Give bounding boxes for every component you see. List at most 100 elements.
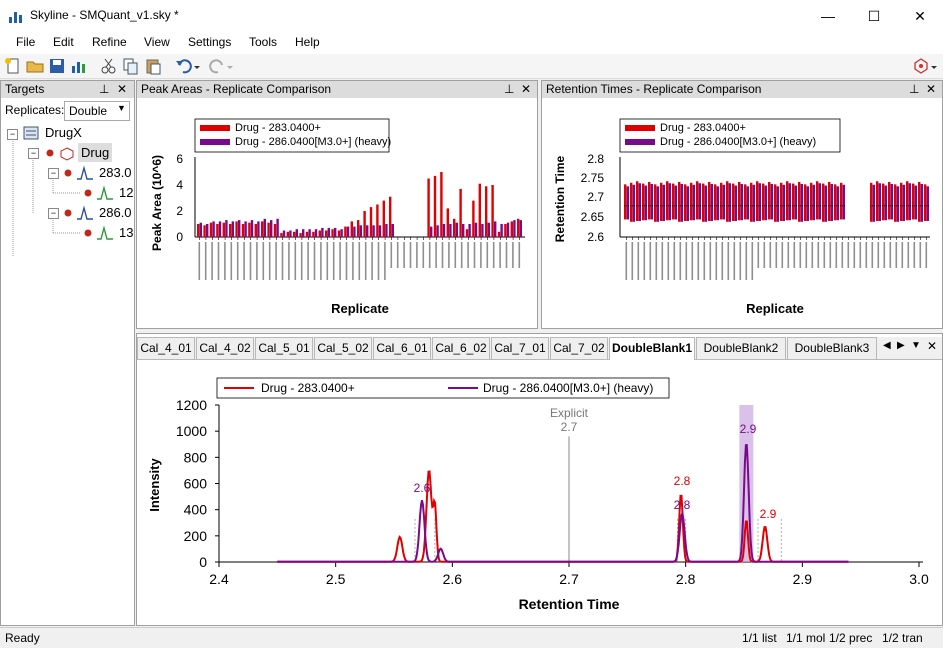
tab-cal-4-01[interactable]: Cal_4_01 [137, 337, 195, 359]
toolbar-dropdown-icon[interactable] [930, 57, 940, 75]
close-icon[interactable]: ✕ [926, 82, 937, 96]
pin-icon[interactable]: ⊥ [504, 82, 515, 96]
undo-icon[interactable] [175, 57, 193, 75]
open-folder-icon[interactable] [26, 57, 44, 75]
menu-settings[interactable]: Settings [188, 35, 232, 49]
menu-tools[interactable]: Tools [249, 35, 278, 49]
bar-heavy [385, 224, 388, 237]
bar-light [273, 224, 277, 237]
bar-light [690, 182, 693, 221]
tab-cal-5-01[interactable]: Cal_5_01 [255, 337, 313, 359]
replicate-tick-label [480, 242, 482, 268]
molecule-structure-icon[interactable] [912, 57, 930, 75]
tree-item-molecule[interactable]: Drug [78, 143, 113, 162]
collapse-toggle[interactable]: − [48, 208, 59, 219]
replicate-tick-label [907, 242, 910, 268]
paste-icon[interactable] [144, 57, 162, 75]
y-tick-label: 4 [176, 178, 183, 192]
tab-doubleblank2[interactable]: DoubleBlank2 [696, 337, 786, 359]
tab-cal-6-01[interactable]: Cal_6_01 [373, 337, 431, 359]
bar-light [433, 175, 437, 237]
tab-cal-5-02[interactable]: Cal_5_02 [314, 337, 372, 359]
tab-doubleblank3[interactable]: DoubleBlank3 [787, 337, 877, 359]
save-icon[interactable] [48, 57, 66, 75]
replicate-tick-label [243, 242, 245, 280]
bar-heavy [704, 185, 707, 222]
bar-light [798, 182, 801, 222]
tab-list-dropdown-icon[interactable]: ▼ [911, 340, 921, 351]
replicate-tick-label [697, 242, 700, 280]
close-icon[interactable]: ✕ [521, 82, 532, 96]
bar-heavy [359, 225, 362, 237]
pin-icon[interactable]: ⊥ [909, 82, 920, 96]
tree-item-transition-light[interactable]: 12 [119, 185, 134, 200]
menu-view[interactable]: View [144, 35, 170, 49]
bar-heavy [770, 184, 773, 220]
collapse-toggle[interactable]: − [48, 168, 59, 179]
replicate-tick-label [913, 242, 916, 268]
bar-light [894, 184, 897, 222]
close-icon[interactable]: ✕ [117, 82, 128, 96]
tab-scroll-right-icon[interactable]: ▶ [897, 340, 905, 351]
tree-item-molecule-list[interactable]: DrugX [45, 125, 82, 140]
import-results-icon[interactable] [70, 57, 88, 75]
minimize-button[interactable]: — [821, 8, 835, 24]
bar-heavy [494, 221, 497, 237]
tab-cal-6-02[interactable]: Cal_6_02 [432, 337, 490, 359]
legend-heavy: Drug - 286.0400[M3.0+] (heavy) [483, 381, 653, 395]
peak-label: 2.8 [674, 498, 691, 512]
pin-icon[interactable]: ⊥ [99, 82, 110, 96]
tree-item-precursor-heavy[interactable]: 286.0 [99, 205, 132, 220]
tree-item-precursor-light[interactable]: 283.0 [99, 165, 132, 180]
bar-light [337, 230, 341, 237]
menu-edit[interactable]: Edit [53, 35, 74, 49]
x-tick-label: 2.6 [443, 571, 463, 587]
maximize-button[interactable]: ☐ [867, 8, 881, 24]
bar-heavy [800, 184, 803, 222]
bar-heavy [680, 184, 683, 222]
redo-dropdown-icon[interactable] [226, 57, 234, 75]
replicate-tick-label [817, 242, 820, 268]
tree-item-transition-heavy[interactable]: 13 [119, 225, 134, 240]
replicate-tick-label [715, 242, 718, 280]
replicate-tick-label [390, 242, 393, 268]
tab-cal-7-02[interactable]: Cal_7_02 [550, 337, 608, 359]
bar-light [382, 200, 385, 237]
menu-file[interactable]: File [16, 35, 36, 49]
tab-scroll-left-icon[interactable]: ◀ [883, 340, 891, 351]
undo-dropdown-icon[interactable] [193, 57, 201, 75]
bar-heavy [764, 185, 767, 221]
replicate-tick-label [685, 242, 688, 280]
replicate-tick-label [441, 242, 444, 268]
bar-light [267, 222, 270, 237]
copy-icon[interactable] [122, 57, 140, 75]
toolbar [0, 54, 943, 79]
replicate-tick-label [637, 242, 640, 280]
new-document-icon[interactable] [4, 57, 22, 75]
tab-doubleblank1[interactable]: DoubleBlank1 [609, 337, 695, 360]
tab-cal-7-01[interactable]: Cal_7_01 [491, 337, 549, 359]
bar-heavy [327, 227, 330, 237]
legend-box [619, 118, 841, 153]
targets-panel-title: Targets [5, 82, 45, 96]
replicate-tick-label [403, 242, 405, 268]
bar-heavy [519, 220, 522, 237]
tab-cal-4-02[interactable]: Cal_4_02 [196, 337, 254, 359]
menu-help[interactable]: Help [295, 35, 320, 49]
bar-heavy [314, 229, 318, 237]
bar-light [209, 222, 213, 237]
replicates-select[interactable]: Double ▼ [64, 101, 130, 121]
collapse-toggle[interactable]: − [28, 148, 39, 159]
menu-refine[interactable]: Refine [92, 35, 127, 49]
redo-icon[interactable] [208, 57, 226, 75]
menu-bar: File Edit Refine View Settings Tools Hel… [0, 32, 943, 54]
cut-icon[interactable] [100, 57, 118, 75]
close-button[interactable]: ✕ [914, 8, 926, 24]
bar-light [350, 221, 353, 237]
close-icon[interactable]: ✕ [927, 339, 938, 353]
x-tick-label: 2.8 [676, 571, 696, 587]
replicate-tick-label [733, 242, 736, 280]
x-tick-label: 2.9 [793, 571, 813, 587]
collapse-toggle[interactable]: − [7, 129, 18, 140]
legend-swatch-heavy [625, 139, 655, 145]
